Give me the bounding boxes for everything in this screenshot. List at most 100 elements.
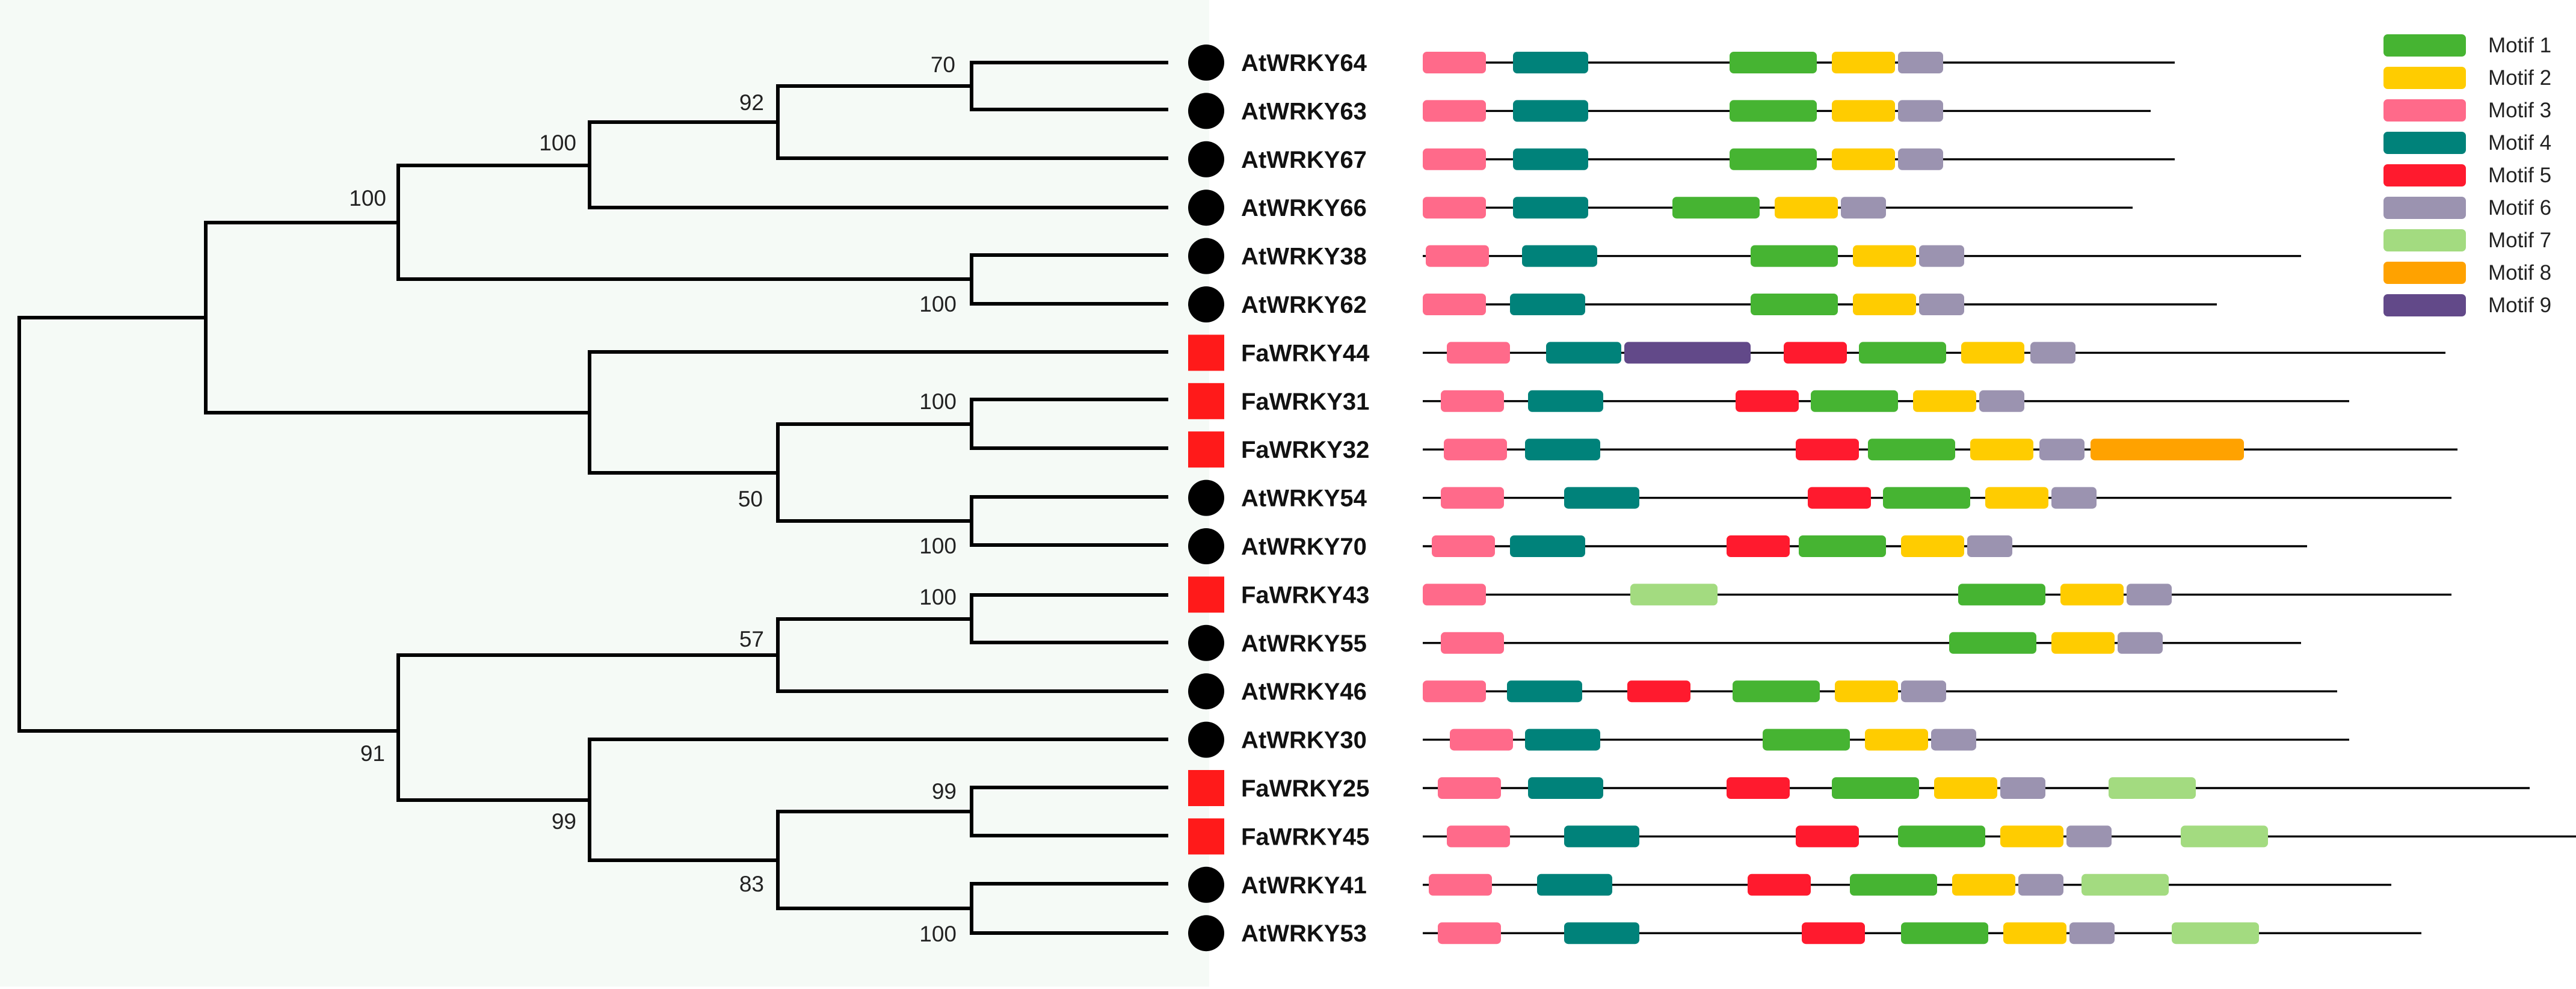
gene-label: AtWRKY55	[1241, 630, 1367, 657]
motif-2-box	[1985, 487, 2048, 509]
motif-1-box	[1733, 680, 1820, 703]
motif-2-box	[1901, 535, 1964, 557]
motif-4-box	[1546, 342, 1621, 364]
gene-label: FaWRKY45	[1241, 824, 1369, 850]
strawberry-square-marker	[1188, 383, 1224, 419]
motif-2-box	[1865, 729, 1928, 751]
gene-label: AtWRKY62	[1241, 292, 1367, 318]
motif-legend: Motif 1 Motif 2 Motif 3 Motif 4 Motif 5 Motif…	[2383, 34, 2551, 317]
arabidopsis-circle-marker	[1188, 141, 1224, 177]
motif-4-box	[1564, 922, 1639, 944]
gene-row: AtWRKY30	[1188, 721, 2349, 758]
gene-row: AtWRKY54	[1188, 479, 2451, 516]
gene-row: AtWRKY46	[1188, 673, 2337, 710]
legend-item: Motif 6	[2383, 196, 2551, 220]
motif-6-box	[1841, 197, 1886, 219]
motif-2-box	[1775, 197, 1838, 219]
gene-label: AtWRKY54	[1241, 485, 1367, 512]
motif-3-box	[1423, 52, 1486, 73]
arabidopsis-circle-marker	[1188, 721, 1224, 758]
motif-7-box	[2081, 873, 2169, 896]
legend-item: Motif 1	[2383, 34, 2551, 57]
legend-swatch	[2383, 294, 2466, 316]
gene-row: FaWRKY25	[1188, 770, 2530, 806]
phylogenetic-tree: 70 92 100 100 100 100 50 100 100 57 91 9…	[17, 52, 1168, 946]
motif-2-box	[2000, 825, 2063, 848]
motif-9-box	[1624, 342, 1751, 364]
motif-4-box	[1522, 245, 1597, 267]
motif-6-box	[2127, 584, 2172, 606]
gene-label: FaWRKY44	[1241, 340, 1370, 366]
motif-6-box	[1898, 52, 1943, 73]
motif-4-box	[1513, 100, 1588, 122]
motif-1-box	[1811, 390, 1898, 412]
gene-row: AtWRKY62	[1188, 286, 2217, 322]
legend-swatch	[2383, 99, 2466, 122]
motif-1-box	[1898, 825, 1985, 848]
legend-item: Motif 5	[2383, 164, 2551, 187]
motif-5-box	[1796, 825, 1859, 848]
arabidopsis-circle-marker	[1188, 479, 1224, 516]
gene-rows: AtWRKY64 AtWRKY63 AtWRKY67 AtWRKY66 AtWRKY38…	[1188, 45, 2576, 952]
motif-3-box	[1423, 294, 1486, 315]
motif-6-box	[2066, 825, 2112, 848]
gene-label: AtWRKY64	[1241, 50, 1367, 76]
bootstrap-label: 70	[931, 52, 955, 77]
arabidopsis-circle-marker	[1188, 915, 1224, 952]
motif-3-box	[1423, 100, 1486, 122]
motif-2-box	[1835, 680, 1898, 703]
motif-1-box	[1730, 52, 1817, 73]
gene-row: FaWRKY31	[1188, 383, 2349, 419]
legend-label: Motif 9	[2488, 294, 2551, 317]
motif-6-box	[2039, 439, 2085, 461]
motif-6-box	[2118, 632, 2163, 654]
motif-3-box	[1423, 197, 1486, 219]
motif-1-box	[1901, 922, 1988, 944]
bootstrap-label: 50	[738, 487, 763, 511]
legend-item: Motif 4	[2383, 131, 2551, 155]
motif-1-box	[1730, 148, 1817, 170]
motif-5-box	[1627, 680, 1690, 703]
motif-1-box	[1949, 632, 2036, 654]
motif-2-box	[1952, 873, 2015, 896]
gene-label: AtWRKY41	[1241, 872, 1367, 899]
motif-3-box	[1423, 680, 1486, 703]
bootstrap-label: 83	[739, 872, 764, 896]
bootstrap-label: 57	[739, 627, 764, 652]
gene-row: AtWRKY55	[1188, 624, 2301, 661]
bootstrap-label: 100	[919, 292, 957, 316]
strawberry-square-marker	[1188, 334, 1224, 371]
motif-4-box	[1510, 535, 1585, 557]
gene-label: FaWRKY31	[1241, 389, 1369, 415]
legend-swatch	[2383, 34, 2466, 57]
gene-label: FaWRKY32	[1241, 437, 1369, 463]
bootstrap-label: 99	[552, 809, 576, 834]
legend-label: Motif 4	[2488, 131, 2551, 155]
legend-swatch	[2383, 197, 2466, 219]
bootstrap-label: 100	[539, 131, 576, 155]
arabidopsis-circle-marker	[1188, 528, 1224, 564]
gene-row: AtWRKY38	[1188, 238, 2301, 274]
strawberry-square-marker	[1188, 576, 1224, 613]
arabidopsis-circle-marker	[1188, 673, 1224, 710]
motif-3-box	[1438, 922, 1501, 944]
legend-swatch	[2383, 229, 2466, 251]
motif-6-box	[1919, 245, 1964, 267]
motif-4-box	[1510, 294, 1585, 315]
motif-5-box	[1808, 487, 1871, 509]
gene-label: AtWRKY46	[1241, 679, 1367, 705]
legend-swatch	[2383, 164, 2466, 186]
gene-row: AtWRKY41	[1188, 866, 2391, 903]
bootstrap-label: 100	[349, 186, 386, 211]
motif-2-box	[1970, 439, 2033, 461]
motif-2-box	[1913, 390, 1976, 412]
motif-6-box	[1898, 148, 1943, 170]
legend-item: Motif 3	[2383, 99, 2551, 122]
motif-1-box	[1883, 487, 1970, 509]
gene-row: AtWRKY70	[1188, 528, 2307, 564]
bootstrap-label: 100	[919, 389, 957, 414]
motif-6-box	[1931, 729, 1976, 751]
motif-2-box	[1853, 245, 1916, 267]
arabidopsis-circle-marker	[1188, 189, 1224, 226]
